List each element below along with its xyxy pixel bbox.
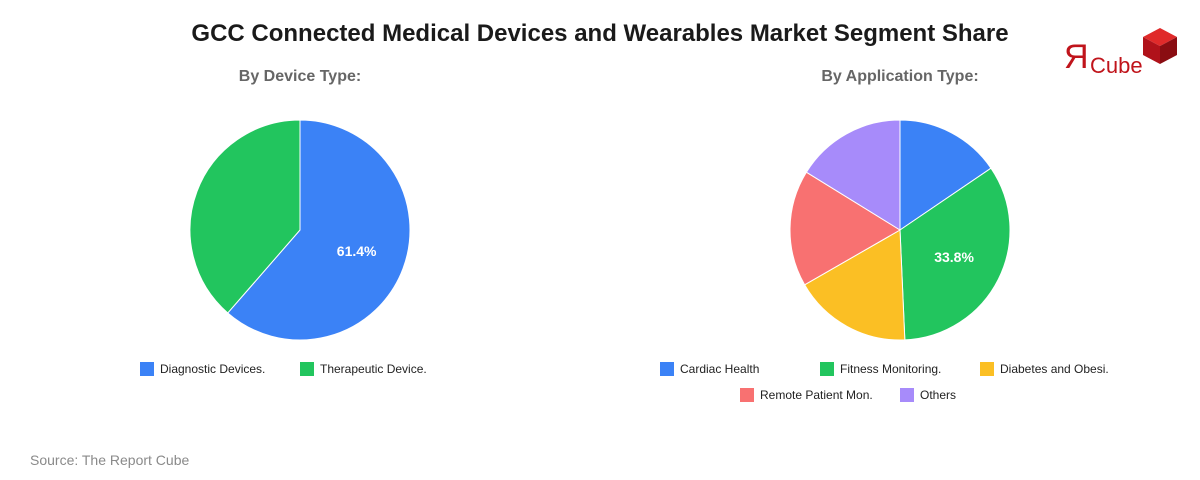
cube-icon <box>1143 28 1177 64</box>
legend-label: Diabetes and Obesi. <box>1000 362 1109 376</box>
legend-swatch <box>300 362 314 376</box>
legend-swatch <box>980 362 994 376</box>
legend-item-therapeutic-device: Therapeutic Device. <box>300 362 427 376</box>
legend-label: Cardiac Health <box>680 362 760 376</box>
legend-swatch <box>660 362 674 376</box>
legend-swatch <box>900 388 914 402</box>
slice-percent-label: 33.8% <box>934 249 974 265</box>
legend-swatch <box>740 388 754 402</box>
legend-item-diabetes-and-obesi: Diabetes and Obesi. <box>980 362 1109 376</box>
legend-swatch <box>820 362 834 376</box>
legend-label: Diagnostic Devices. <box>160 362 266 376</box>
pie-slice-fitness-monitoring <box>899 167 1011 341</box>
legend-label: Fitness Monitoring. <box>840 362 942 376</box>
pie-slice-diagnostic-devices <box>227 119 411 341</box>
logo-letter: Я <box>1064 38 1089 76</box>
legend-swatch <box>140 362 154 376</box>
device-type-subtitle: By Device Type: <box>238 68 362 85</box>
pie-slice-remote-patient-mon <box>789 171 901 286</box>
application-type-subtitle: By Application Type: <box>821 68 979 85</box>
legend-item-diagnostic-devices: Diagnostic Devices. <box>140 362 265 376</box>
legend-label: Remote Patient Mon. <box>760 388 873 402</box>
legend-item-others: Others <box>900 388 956 402</box>
pie-slice-diabetes-and-obesi <box>803 229 906 341</box>
device-type-pie: 61.4% <box>189 119 411 341</box>
application-type-pie: 33.8% <box>789 119 1011 341</box>
legend-item-fitness-monitoring: Fitness Monitoring. <box>820 362 941 376</box>
legend-label: Therapeutic Device. <box>320 362 427 376</box>
legend-item-remote-patient-mon: Remote Patient Mon. <box>740 388 873 402</box>
logo-text: Cube <box>1090 53 1143 78</box>
slice-percent-label: 61.4% <box>337 243 377 259</box>
legend-label: Others <box>920 388 957 402</box>
source-note: Source: The Report Cube <box>30 452 190 468</box>
pie-slice-others <box>805 119 901 231</box>
pie-slice-cardiac-health <box>899 119 992 231</box>
legend-item-cardiac-health: Cardiac Health <box>660 362 759 376</box>
pie-slice-therapeutic-device <box>189 119 301 314</box>
report-cube-logo: Я Cube <box>1060 26 1184 82</box>
chart-title: GCC Connected Medical Devices and Wearab… <box>191 20 1009 47</box>
